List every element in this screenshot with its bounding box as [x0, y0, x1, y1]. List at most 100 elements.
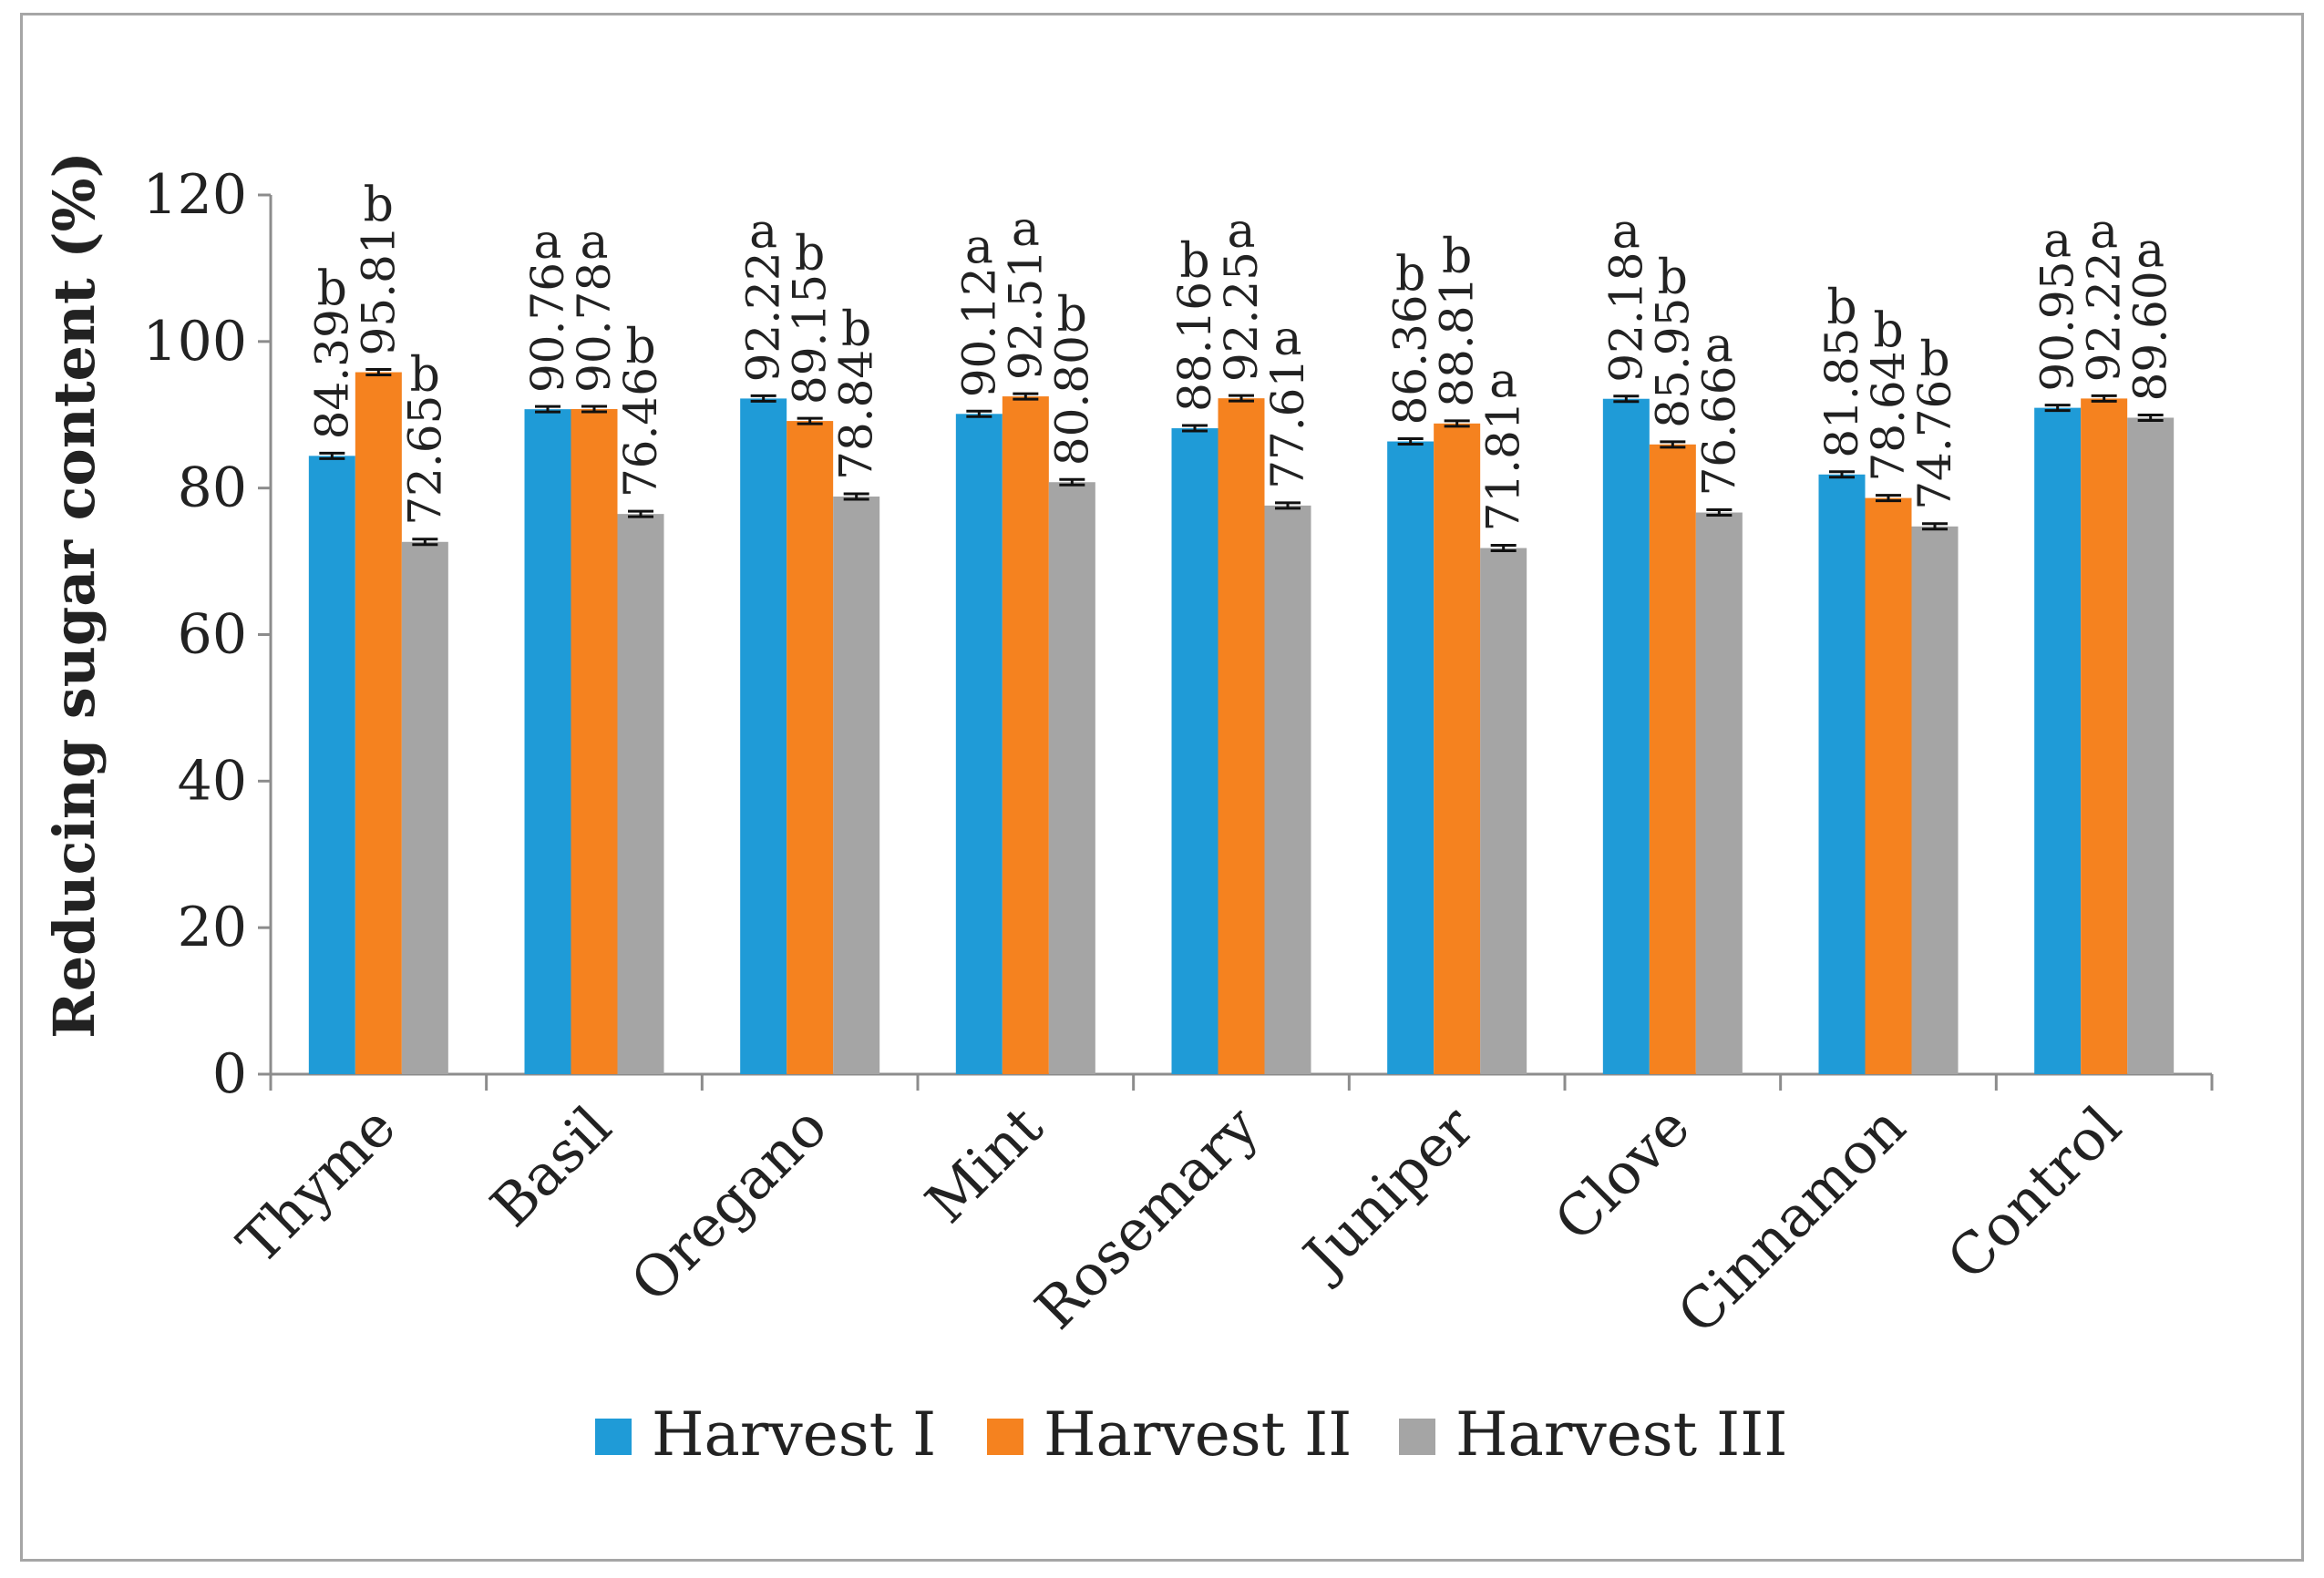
data-label: 90.95: [2031, 261, 2084, 391]
significance-letter: b: [841, 302, 871, 357]
bar-control-1: [2034, 407, 2082, 1074]
data-label: 76.46: [614, 367, 667, 497]
data-label: 92.51: [999, 250, 1052, 380]
y-tick-label: 120: [142, 163, 247, 227]
data-label: 90.12: [952, 267, 1005, 397]
significance-letter: b: [1658, 251, 1688, 305]
bar-oregano-3: [833, 496, 880, 1074]
significance-letter: a: [580, 215, 608, 270]
bar-cinnamon-2: [1865, 497, 1912, 1074]
legend-label: Harvest II: [1044, 1399, 1352, 1470]
y-tick-label: 40: [178, 749, 247, 813]
significance-letter: b: [1919, 333, 1949, 387]
data-label: 84.39: [305, 309, 358, 439]
significance-letter: a: [749, 204, 777, 259]
bars: [308, 368, 2175, 1075]
legend-label: Harvest I: [652, 1399, 936, 1470]
data-label: 88.16: [1168, 282, 1221, 412]
significance-letter: b: [1873, 304, 1903, 359]
bar-mint-1: [955, 414, 1003, 1074]
y-tick-label: 60: [178, 603, 247, 667]
x-tick-label: Juniper: [1287, 1093, 1486, 1293]
significance-letter: a: [2043, 214, 2072, 269]
significance-letter: a: [2136, 223, 2165, 278]
data-label: 92.25: [1215, 251, 1268, 382]
data-label: 89.60: [2124, 271, 2177, 401]
significance-letter: a: [2090, 204, 2118, 259]
significance-letter: b: [625, 320, 655, 374]
y-tick-label: 100: [142, 310, 247, 374]
x-tick-label: Basil: [478, 1093, 624, 1240]
bar-thyme-2: [355, 372, 402, 1074]
x-tick-label: Control: [1934, 1093, 2134, 1293]
bar-oregano-1: [740, 398, 787, 1075]
data-label: 90.78: [568, 262, 621, 393]
bar-clove-3: [1695, 512, 1743, 1074]
significance-letter: b: [1395, 248, 1425, 302]
significance-letter: b: [1179, 234, 1209, 289]
significance-letter: a: [1612, 205, 1640, 260]
significance-letter: a: [533, 215, 561, 270]
bar-thyme-1: [308, 456, 355, 1074]
significance-letter: b: [795, 227, 825, 282]
bar-clove-2: [1649, 444, 1696, 1075]
bar-mint-3: [1048, 482, 1095, 1074]
significance-letter: b: [1442, 230, 1472, 284]
data-label: 95.81: [352, 225, 405, 355]
data-label: 77.61: [1261, 359, 1314, 489]
y-tick-label: 0: [212, 1042, 247, 1106]
data-label: 80.80: [1045, 335, 1098, 466]
data-label: 92.22: [737, 251, 790, 382]
data-label: 76.66: [1692, 365, 1745, 496]
x-tick-label: Mint: [913, 1093, 1055, 1235]
x-tick-label: Cinnamon: [1665, 1093, 1918, 1347]
data-label: 85.95: [1646, 298, 1699, 428]
y-tick-label: 20: [178, 896, 247, 959]
data-label: 72.65: [398, 395, 451, 526]
data-label: 78.84: [830, 350, 883, 480]
data-label: 78.64: [1862, 351, 1915, 481]
significance-letter: b: [317, 261, 347, 316]
significance-letter: a: [1489, 354, 1517, 409]
x-tick-label: Rosemary: [1023, 1093, 1271, 1342]
bar-basil-3: [617, 514, 664, 1074]
y-tick-label: 80: [178, 456, 247, 520]
significance-letter: a: [965, 220, 993, 274]
significance-letter: a: [1273, 312, 1301, 366]
y-axis-title-group: Reducing sugar content (%): [41, 151, 108, 1039]
significance-letter: a: [1012, 202, 1040, 257]
chart-frame: Reducing sugar content (%) 0 20 40 60 80 100 1…: [20, 13, 2304, 1562]
bar-juniper-1: [1387, 441, 1435, 1074]
x-tick-label: Clove: [1542, 1093, 1702, 1254]
legend-label: Harvest III: [1455, 1399, 1787, 1470]
bar-mint-2: [1002, 396, 1049, 1074]
bar-cinnamon-1: [1818, 474, 1866, 1074]
bar-rosemary-3: [1264, 505, 1311, 1074]
bar-cinnamon-3: [1911, 526, 1959, 1074]
data-label: 92.18: [1599, 252, 1652, 383]
data-label: 90.76: [521, 262, 574, 393]
x-tick-label: Oregano: [618, 1093, 839, 1315]
bar-chart: Reducing sugar content (%) 0 20 40 60 80 100 1…: [41, 151, 2214, 1470]
data-label: 89.15: [784, 274, 837, 405]
y-axis-title: Reducing sugar content (%): [41, 151, 108, 1039]
x-tick-label: Thyme: [225, 1093, 408, 1276]
significance-letter: a: [1705, 319, 1733, 374]
legend: Harvest I Harvest II Harvest III: [595, 1399, 1787, 1470]
data-label: 74.76: [1908, 380, 1961, 510]
significance-letter: b: [1057, 288, 1087, 343]
bar-basil-2: [571, 408, 618, 1074]
significance-letter: a: [1227, 204, 1255, 259]
bar-juniper-3: [1480, 548, 1527, 1074]
legend-swatch: [595, 1419, 632, 1455]
bar-rosemary-2: [1218, 398, 1265, 1074]
data-label: 86.36: [1384, 294, 1437, 425]
legend-swatch: [1399, 1419, 1435, 1455]
bar-juniper-2: [1434, 423, 1481, 1074]
significance-letter: b: [1826, 281, 1856, 335]
bar-control-2: [2081, 398, 2128, 1075]
bar-control-3: [2127, 417, 2175, 1074]
significance-letter: b: [410, 348, 440, 403]
